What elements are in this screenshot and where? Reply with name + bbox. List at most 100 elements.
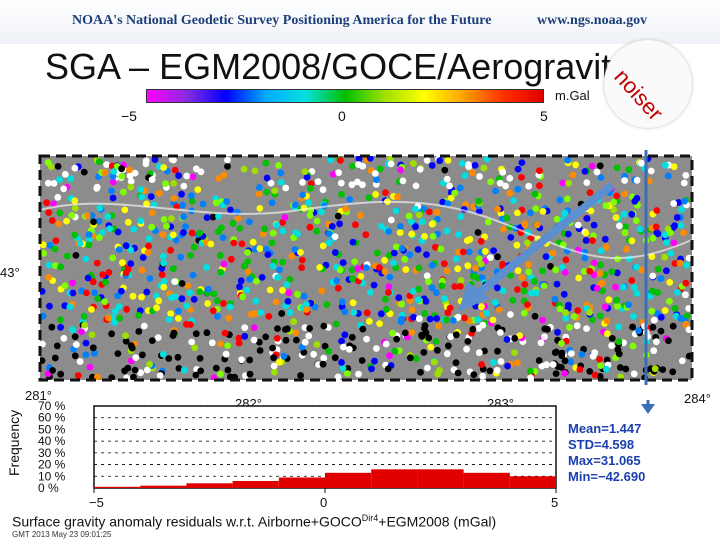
map-data-point	[88, 331, 96, 339]
map-data-point	[340, 343, 347, 351]
map-data-point	[582, 237, 590, 244]
map-data-point	[509, 296, 517, 304]
map-data-point	[554, 328, 561, 336]
map-data-point	[503, 214, 511, 222]
map-data-point	[175, 307, 182, 315]
map-data-point	[589, 237, 596, 244]
map-data-point	[238, 240, 246, 248]
map-data-point	[351, 258, 359, 265]
map-data-point	[137, 217, 145, 225]
map-data-point	[84, 274, 92, 282]
map-data-point	[57, 370, 65, 378]
map-data-point	[350, 309, 358, 316]
map-data-point	[492, 187, 499, 195]
map-data-point	[303, 173, 311, 181]
map-data-point	[182, 223, 189, 230]
residual-histogram: 70 %60 %50 %40 %30 %20 %10 %0 % −5 0 5	[38, 400, 655, 510]
map-data-point	[560, 290, 568, 298]
agency-url[interactable]: www.ngs.noaa.gov	[537, 13, 648, 28]
map-data-point	[261, 225, 268, 233]
map-data-point	[40, 241, 47, 249]
map-data-point	[105, 314, 112, 322]
map-data-point	[240, 165, 248, 173]
map-data-point	[614, 346, 622, 354]
map-data-point	[536, 167, 543, 175]
map-data-point	[381, 268, 389, 276]
map-data-point	[256, 245, 264, 252]
map-data-point	[456, 184, 464, 192]
map-data-point	[184, 282, 192, 290]
map-data-point	[363, 309, 371, 317]
map-data-point	[204, 285, 212, 293]
map-data-point	[344, 365, 352, 372]
map-data-point	[122, 269, 130, 277]
map-data-point	[306, 212, 314, 219]
map-data-point	[307, 185, 314, 192]
map-data-point	[56, 176, 63, 183]
map-data-point	[102, 278, 109, 286]
map-data-point	[392, 207, 400, 215]
map-data-point	[633, 263, 640, 271]
map-data-point	[279, 227, 287, 235]
map-data-point	[613, 269, 621, 277]
map-data-point	[234, 214, 242, 222]
map-data-point	[670, 200, 678, 207]
map-data-point	[608, 335, 616, 342]
map-data-point	[453, 331, 460, 339]
map-data-point	[608, 342, 615, 349]
map-data-point	[365, 194, 373, 202]
map-data-point	[469, 272, 477, 280]
map-data-point	[503, 336, 511, 343]
map-data-point	[646, 177, 653, 185]
map-data-point	[457, 213, 464, 221]
map-data-point	[82, 351, 90, 359]
map-data-point	[106, 225, 113, 232]
map-data-point	[685, 352, 692, 360]
map-data-point	[155, 297, 163, 305]
map-data-point	[60, 334, 68, 342]
map-data-point	[125, 166, 133, 174]
map-data-point	[255, 190, 263, 198]
map-data-point	[307, 180, 315, 187]
map-data-point	[349, 275, 356, 283]
map-frame	[38, 154, 694, 382]
map-data-point	[613, 192, 621, 200]
map-data-point	[407, 354, 414, 362]
map-data-point	[385, 283, 393, 291]
map-data-point	[256, 347, 264, 354]
map-data-point	[188, 192, 195, 200]
map-data-point	[454, 369, 462, 377]
map-data-point	[669, 322, 677, 330]
map-data-point	[652, 223, 660, 231]
map-data-point	[203, 214, 211, 221]
map-data-point	[209, 213, 217, 221]
callout-arrow-head	[641, 404, 655, 414]
map-data-point	[514, 286, 521, 293]
map-data-point	[281, 214, 289, 221]
map-data-point	[275, 162, 282, 169]
map-data-point	[160, 164, 168, 171]
map-data-point	[94, 295, 101, 302]
map-data-point	[685, 254, 692, 262]
map-data-point	[45, 209, 53, 216]
map-data-point	[355, 370, 362, 378]
map-data-point	[685, 305, 692, 312]
map-data-point	[615, 338, 623, 346]
map-data-point	[633, 176, 641, 184]
map-data-point	[170, 265, 177, 273]
map-data-point	[320, 354, 328, 362]
map-data-point	[385, 252, 393, 259]
map-data-point	[514, 209, 521, 217]
map-data-point	[57, 316, 64, 324]
map-data-point	[597, 362, 605, 369]
map-data-point	[583, 179, 591, 186]
map-data-point	[50, 180, 58, 187]
map-data-point	[625, 301, 632, 309]
map-data-point	[513, 241, 521, 249]
map-data-point	[394, 193, 401, 201]
map-data-point	[338, 190, 345, 198]
map-data-point	[568, 350, 575, 357]
map-data-point	[593, 284, 601, 292]
map-data-point	[320, 322, 328, 330]
map-data-point	[586, 267, 594, 275]
